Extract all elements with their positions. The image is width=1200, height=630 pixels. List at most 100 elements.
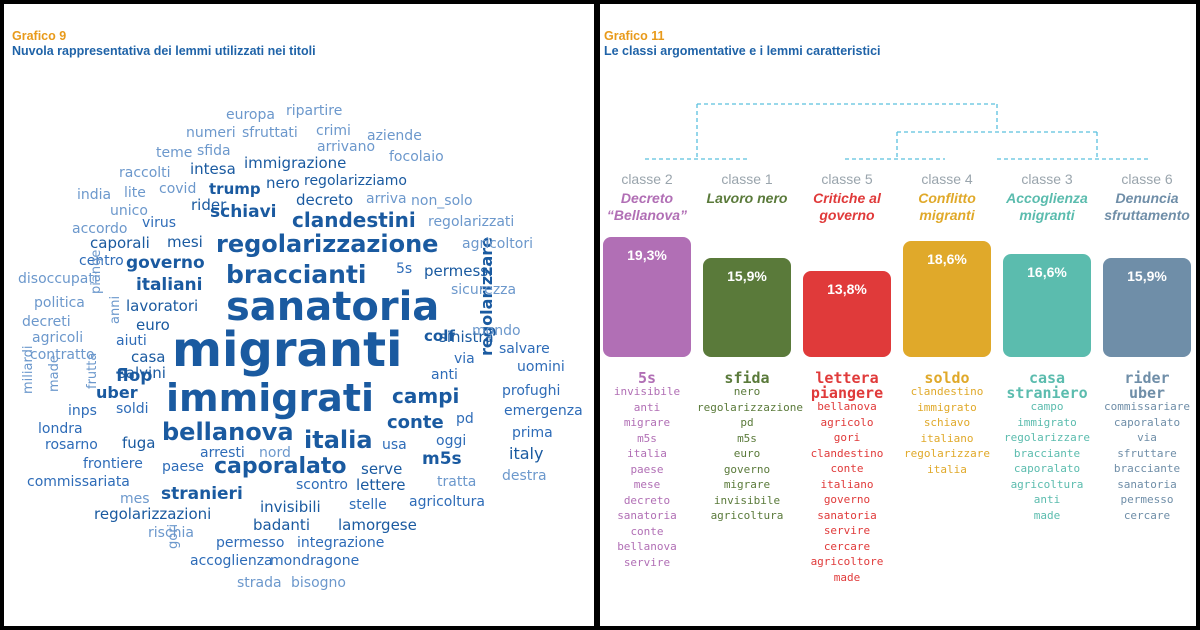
class-lemma: regolarizzazione xyxy=(697,400,803,414)
cloud-word: casa xyxy=(131,348,166,366)
cloud-word: non_solo xyxy=(411,193,473,209)
cloud-word: virus xyxy=(142,215,177,231)
cloud-word: emergenza xyxy=(504,403,583,419)
class-lemma: migrare xyxy=(723,478,771,491)
cloud-word: clandestini xyxy=(292,208,416,232)
cloud-word: mondo xyxy=(472,323,521,339)
cloud-word: tratta xyxy=(437,474,477,490)
class-lemma: regolarizzare xyxy=(903,447,991,460)
class-lemma: commissariare xyxy=(1103,400,1191,413)
class-lemma: pd xyxy=(740,416,754,429)
wordcloud-title: Nuvola rappresentativa dei lemmi utilizz… xyxy=(12,44,316,58)
cloud-word: inps xyxy=(68,403,97,419)
class-lemma: invisibile xyxy=(613,385,681,398)
cloud-word: ripartire xyxy=(286,103,343,119)
class-lemma: clandestino xyxy=(910,385,984,398)
bar-value-label: 15,9% xyxy=(727,268,767,284)
cloud-word: badanti xyxy=(253,516,310,534)
cloud-word: flop xyxy=(116,366,153,386)
class-bar xyxy=(603,237,691,357)
cloud-word: sfruttati xyxy=(242,125,298,141)
cloud-word: caporali xyxy=(90,234,150,252)
class-lemma: mese xyxy=(633,478,661,491)
dendrogram xyxy=(645,103,1150,160)
cloud-word: strada xyxy=(237,575,282,591)
cloud-word: anni xyxy=(108,295,123,324)
class-lemma: schiavo xyxy=(923,416,971,429)
class-lemma: conte xyxy=(830,462,864,475)
class-lemma: anti xyxy=(1033,493,1061,506)
class-lemma: invisibile xyxy=(713,493,781,507)
cloud-word: regolarizzati xyxy=(428,214,515,230)
cloud-word: stelle xyxy=(349,497,387,513)
class-lemma: governo xyxy=(823,493,871,506)
class-lemma: sfruttare xyxy=(1117,446,1177,460)
cloud-word: sfida xyxy=(197,143,231,159)
class-lemma: rider xyxy=(1124,369,1170,387)
class-name: Conflitto migranti xyxy=(918,190,976,223)
class-lemma: m5s xyxy=(637,431,657,445)
cloud-word: aiuti xyxy=(116,333,147,349)
cloud-word: regolarizzazione xyxy=(216,230,439,258)
classes-figure-number: Grafico 11 xyxy=(604,29,665,43)
class-lemma: paese xyxy=(630,462,664,476)
class-label: classe 6 xyxy=(1121,171,1173,187)
class-lemma: soldo xyxy=(924,369,970,387)
cloud-word: aziende xyxy=(367,128,422,144)
class-lemma: italiano xyxy=(920,431,974,445)
cloud-word: rosarno xyxy=(45,437,98,453)
class-lemma: permesso xyxy=(1120,493,1174,506)
class-lemma: nero xyxy=(733,385,761,398)
cloud-word: gori xyxy=(166,523,181,549)
cloud-word: covid xyxy=(159,181,197,197)
class-bar xyxy=(903,241,991,357)
class-label: classe 2 xyxy=(621,171,673,187)
class-lemma: sanatoria xyxy=(817,508,877,522)
cloud-word: oggi xyxy=(436,433,467,449)
cloud-word: sanatoria xyxy=(226,284,440,330)
class-lemma: m5s xyxy=(737,431,757,445)
word-cloud: migranti sanatoria immigrati regolarizzazio… xyxy=(4,4,594,626)
cloud-word: integrazione xyxy=(297,535,385,551)
cloud-word: schiavi xyxy=(210,202,277,222)
cloud-word: colf xyxy=(424,327,455,345)
cloud-word: commissariata xyxy=(27,474,130,490)
class-lemma: uber xyxy=(1128,384,1166,402)
bar-value-label: 19,3% xyxy=(627,247,667,263)
cloud-word: lamorgese xyxy=(338,516,417,534)
class-lemma: decreto xyxy=(623,493,671,507)
cloud-word: numeri xyxy=(186,125,236,141)
cloud-word: campi xyxy=(392,384,460,408)
cloud-word: pd xyxy=(456,411,474,427)
cloud-word: anti xyxy=(431,367,458,383)
cloud-word: m5s xyxy=(422,449,462,469)
cloud-word: agricoltori xyxy=(462,236,533,252)
cloud-word: permessi xyxy=(424,262,493,280)
class-lemma: conte xyxy=(630,524,664,538)
class-lemma: servire xyxy=(823,524,871,537)
class-lemma: italiano xyxy=(820,477,874,491)
class-lemma: servire xyxy=(623,555,671,569)
cloud-word: soldi xyxy=(116,401,149,417)
wordcloud-panel: Grafico 9 Nuvola rappresentativa dei lem… xyxy=(4,4,594,626)
cloud-word: sinistra xyxy=(439,328,494,346)
class-lemma: euro xyxy=(733,447,761,460)
cloud-word: fuga xyxy=(122,434,156,452)
cloud-word: usa xyxy=(382,437,407,453)
class-lemma: sfida xyxy=(724,369,770,387)
cloud-word: serve xyxy=(361,460,403,478)
cloud-word: italy xyxy=(509,444,544,463)
class-lemma: via xyxy=(1137,431,1157,444)
cloud-word: agricoltura xyxy=(409,494,485,510)
cloud-word: arresti xyxy=(200,445,245,461)
class-name: Decreto “Bellanova” xyxy=(606,190,688,223)
class-lemma: bellanova xyxy=(817,400,877,413)
class-lemma: governo xyxy=(723,462,771,476)
class-lemma: bracciante xyxy=(1013,446,1081,460)
class-bar xyxy=(1003,254,1091,357)
cloud-word: salvare xyxy=(499,341,550,357)
class-name: Critiche al governo xyxy=(813,190,881,223)
class-lemma: regolarizzare xyxy=(1003,431,1091,444)
cloud-word: migranti xyxy=(172,322,403,378)
bar-value-label: 15,9% xyxy=(1127,268,1167,284)
